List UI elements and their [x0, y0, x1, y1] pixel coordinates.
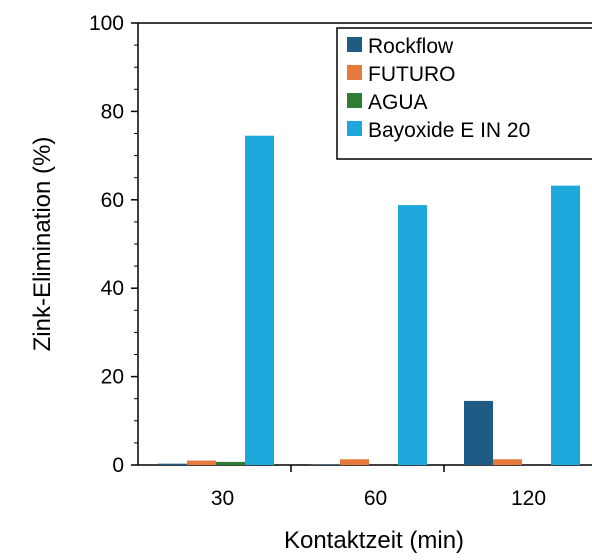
bar-bayoxide-e-in-20-60 [398, 205, 427, 465]
legend-swatch [347, 93, 362, 108]
x-ticks: 30 60 120 [211, 465, 546, 510]
x-tick-label: 60 [364, 487, 387, 510]
y-tick-label: 100 [89, 12, 124, 35]
legend-swatch [347, 65, 362, 80]
legend-label: FUTURO [368, 63, 456, 86]
legend: Rockflow FUTURO AGUA Bayoxide E IN 20 [336, 27, 592, 160]
legend-label: Bayoxide E IN 20 [368, 119, 530, 142]
bar-futuro-120 [493, 459, 522, 465]
bar-rockflow-120 [464, 400, 493, 465]
y-tick-label: 60 [101, 189, 124, 212]
y-tick-label: 40 [101, 277, 124, 300]
x-tick-label: 30 [211, 487, 234, 510]
bar-bayoxide-e-in-20-120 [551, 185, 580, 465]
legend-swatch [347, 37, 362, 52]
y-tick-label: 20 [101, 366, 124, 389]
bar-bayoxide-e-in-20-30 [245, 135, 274, 465]
legend-label: Rockflow [368, 35, 454, 58]
legend-swatch [347, 121, 362, 136]
y-axis-title: Zink-Elimination (%) [29, 137, 56, 352]
bar-futuro-60 [340, 459, 369, 465]
y-tick-label: 0 [112, 454, 124, 477]
legend-label: AGUA [368, 91, 428, 114]
x-axis-title: Kontaktzeit (min) [284, 527, 464, 554]
x-tick-label: 120 [511, 487, 546, 510]
y-tick-label: 80 [101, 100, 124, 123]
bar-agua-30 [216, 461, 245, 465]
bars [158, 135, 580, 465]
bar-futuro-30 [187, 460, 216, 465]
bar-rockflow-30 [158, 463, 187, 465]
y-ticks: 0 20 40 60 80 100 [89, 12, 138, 477]
legend-box [336, 27, 592, 160]
